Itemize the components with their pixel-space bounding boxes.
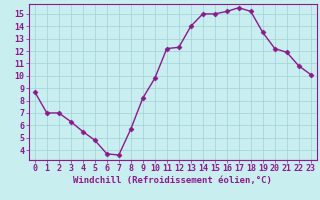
- X-axis label: Windchill (Refroidissement éolien,°C): Windchill (Refroidissement éolien,°C): [73, 176, 272, 185]
